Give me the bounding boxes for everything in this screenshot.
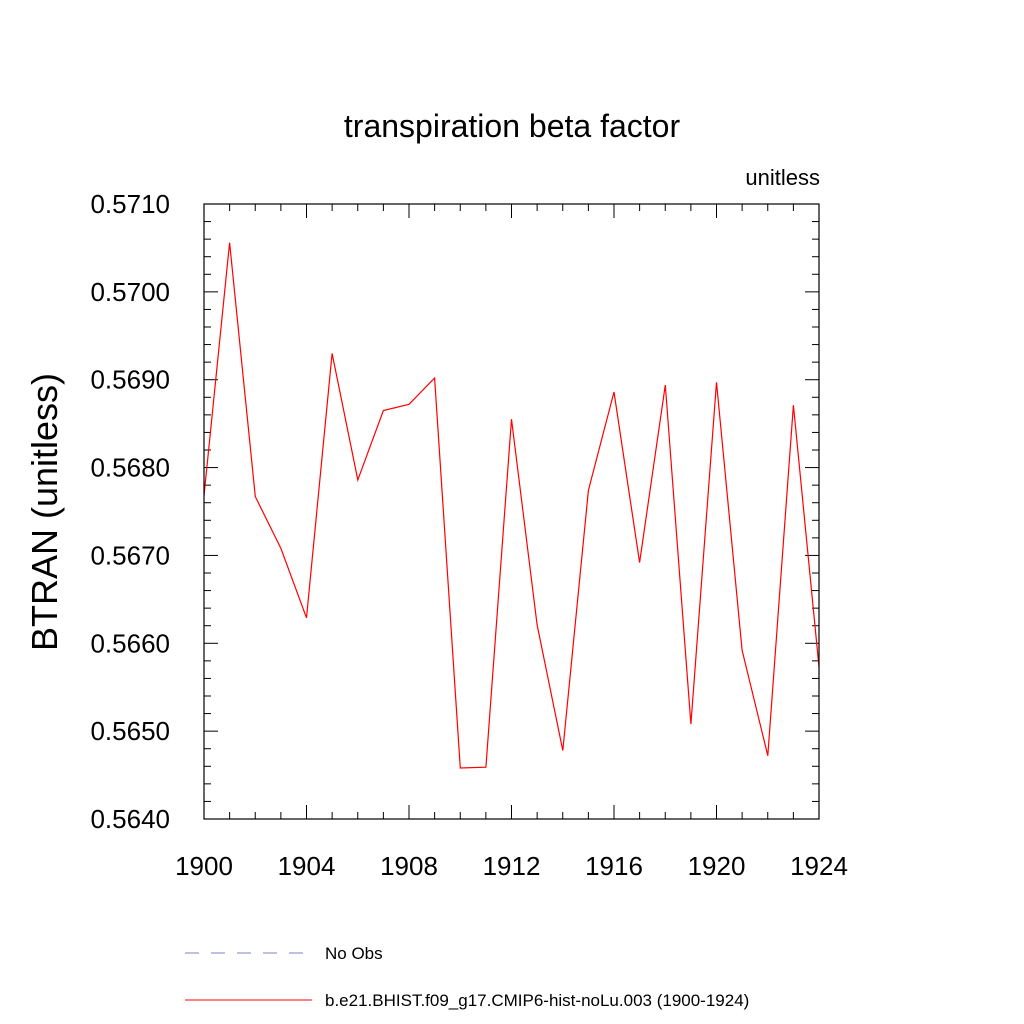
y-tick-label: 0.5670: [90, 540, 170, 570]
y-tick-labels: 0.5640 0.5650 0.5660 0.5670 0.5680 0.5690 0.57…: [90, 189, 170, 834]
y-tick-label: 0.5690: [90, 365, 170, 395]
x-tick-label: 1924: [790, 851, 848, 881]
x-tick-label: 1904: [278, 851, 336, 881]
axis-ticks: [203, 203, 820, 820]
legend: No Obs b.e21.BHIST.f09_g17.CMIP6-hist-no…: [185, 944, 749, 1010]
y-tick-label: 0.5660: [90, 628, 170, 658]
y-tick-label: 0.5650: [90, 716, 170, 746]
series-layer: [203, 242, 820, 769]
legend-label-no-obs: No Obs: [325, 944, 383, 963]
y-tick-label: 0.5640: [90, 804, 170, 834]
y-tick-label: 0.5680: [90, 453, 170, 483]
units-label: unitless: [745, 165, 820, 190]
plot-frame: [203, 203, 820, 820]
y-axis-label: BTRAN (unitless): [24, 373, 65, 651]
chart-title: transpiration beta factor: [344, 108, 681, 144]
x-tick-label: 1916: [585, 851, 643, 881]
y-tick-label: 0.5710: [90, 189, 170, 219]
x-tick-labels: 1900 1904 1908 1912 1916 1920 1924: [175, 851, 848, 881]
legend-label-model-run: b.e21.BHIST.f09_g17.CMIP6-hist-noLu.003 …: [325, 991, 749, 1010]
y-tick-label: 0.5700: [90, 277, 170, 307]
x-tick-label: 1912: [483, 851, 541, 881]
x-tick-label: 1920: [688, 851, 746, 881]
x-tick-label: 1900: [175, 851, 233, 881]
series-line: [203, 242, 820, 769]
x-tick-label: 1908: [380, 851, 438, 881]
